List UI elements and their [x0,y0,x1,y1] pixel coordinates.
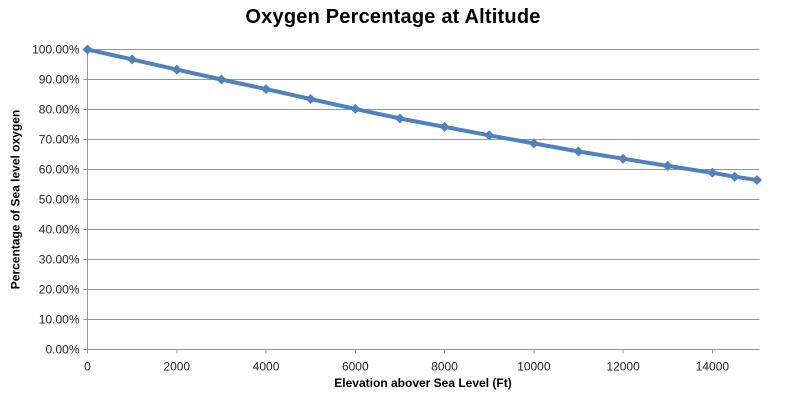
y-tick-label: 90.00% [39,73,80,87]
data-point-marker [707,167,718,178]
y-tick-label: 40.00% [39,223,80,237]
x-tick-label: 0 [84,360,91,374]
data-point-marker [618,153,629,164]
x-tick-label: 2000 [163,360,190,374]
y-tick-label: 50.00% [39,193,80,207]
data-point-marker [752,175,762,185]
data-point-marker [171,64,182,75]
data-point-marker [350,103,361,114]
x-axis-title: Elevation abover Sea Level (Ft) [334,376,512,390]
data-point-marker [216,74,227,85]
y-tick-label: 60.00% [39,163,80,177]
x-tick-label: 12000 [606,360,640,374]
x-tick-label: 8000 [431,360,458,374]
y-tick-label: 30.00% [39,253,80,267]
y-tick-label: 70.00% [39,133,80,147]
data-point-marker [573,146,584,157]
data-point-marker [439,121,450,132]
x-tick-label: 14000 [696,360,730,374]
y-tick-label: 10.00% [39,313,80,327]
data-point-marker [528,138,539,149]
x-tick-label: 6000 [342,360,369,374]
data-point-marker [729,171,740,182]
y-tick-label: 20.00% [39,283,80,297]
y-tick-label: 80.00% [39,103,80,117]
data-line [85,47,759,182]
data-point-marker [484,130,495,141]
x-tick-label: 10000 [517,360,551,374]
data-point-marker [127,54,138,65]
y-tick-label: 0.00% [45,343,79,357]
data-point-marker [82,44,93,55]
chart-title: Oxygen Percentage at Altitude [245,6,541,28]
y-axis-title: Percentage of Sea level oxygen [8,109,23,290]
data-point-marker [305,94,316,104]
data-point-marker [261,84,272,95]
data-point-marker [394,113,405,124]
y-tick-label: 100.00% [32,43,80,57]
x-tick-label: 4000 [253,360,280,374]
data-point-marker [662,160,673,171]
